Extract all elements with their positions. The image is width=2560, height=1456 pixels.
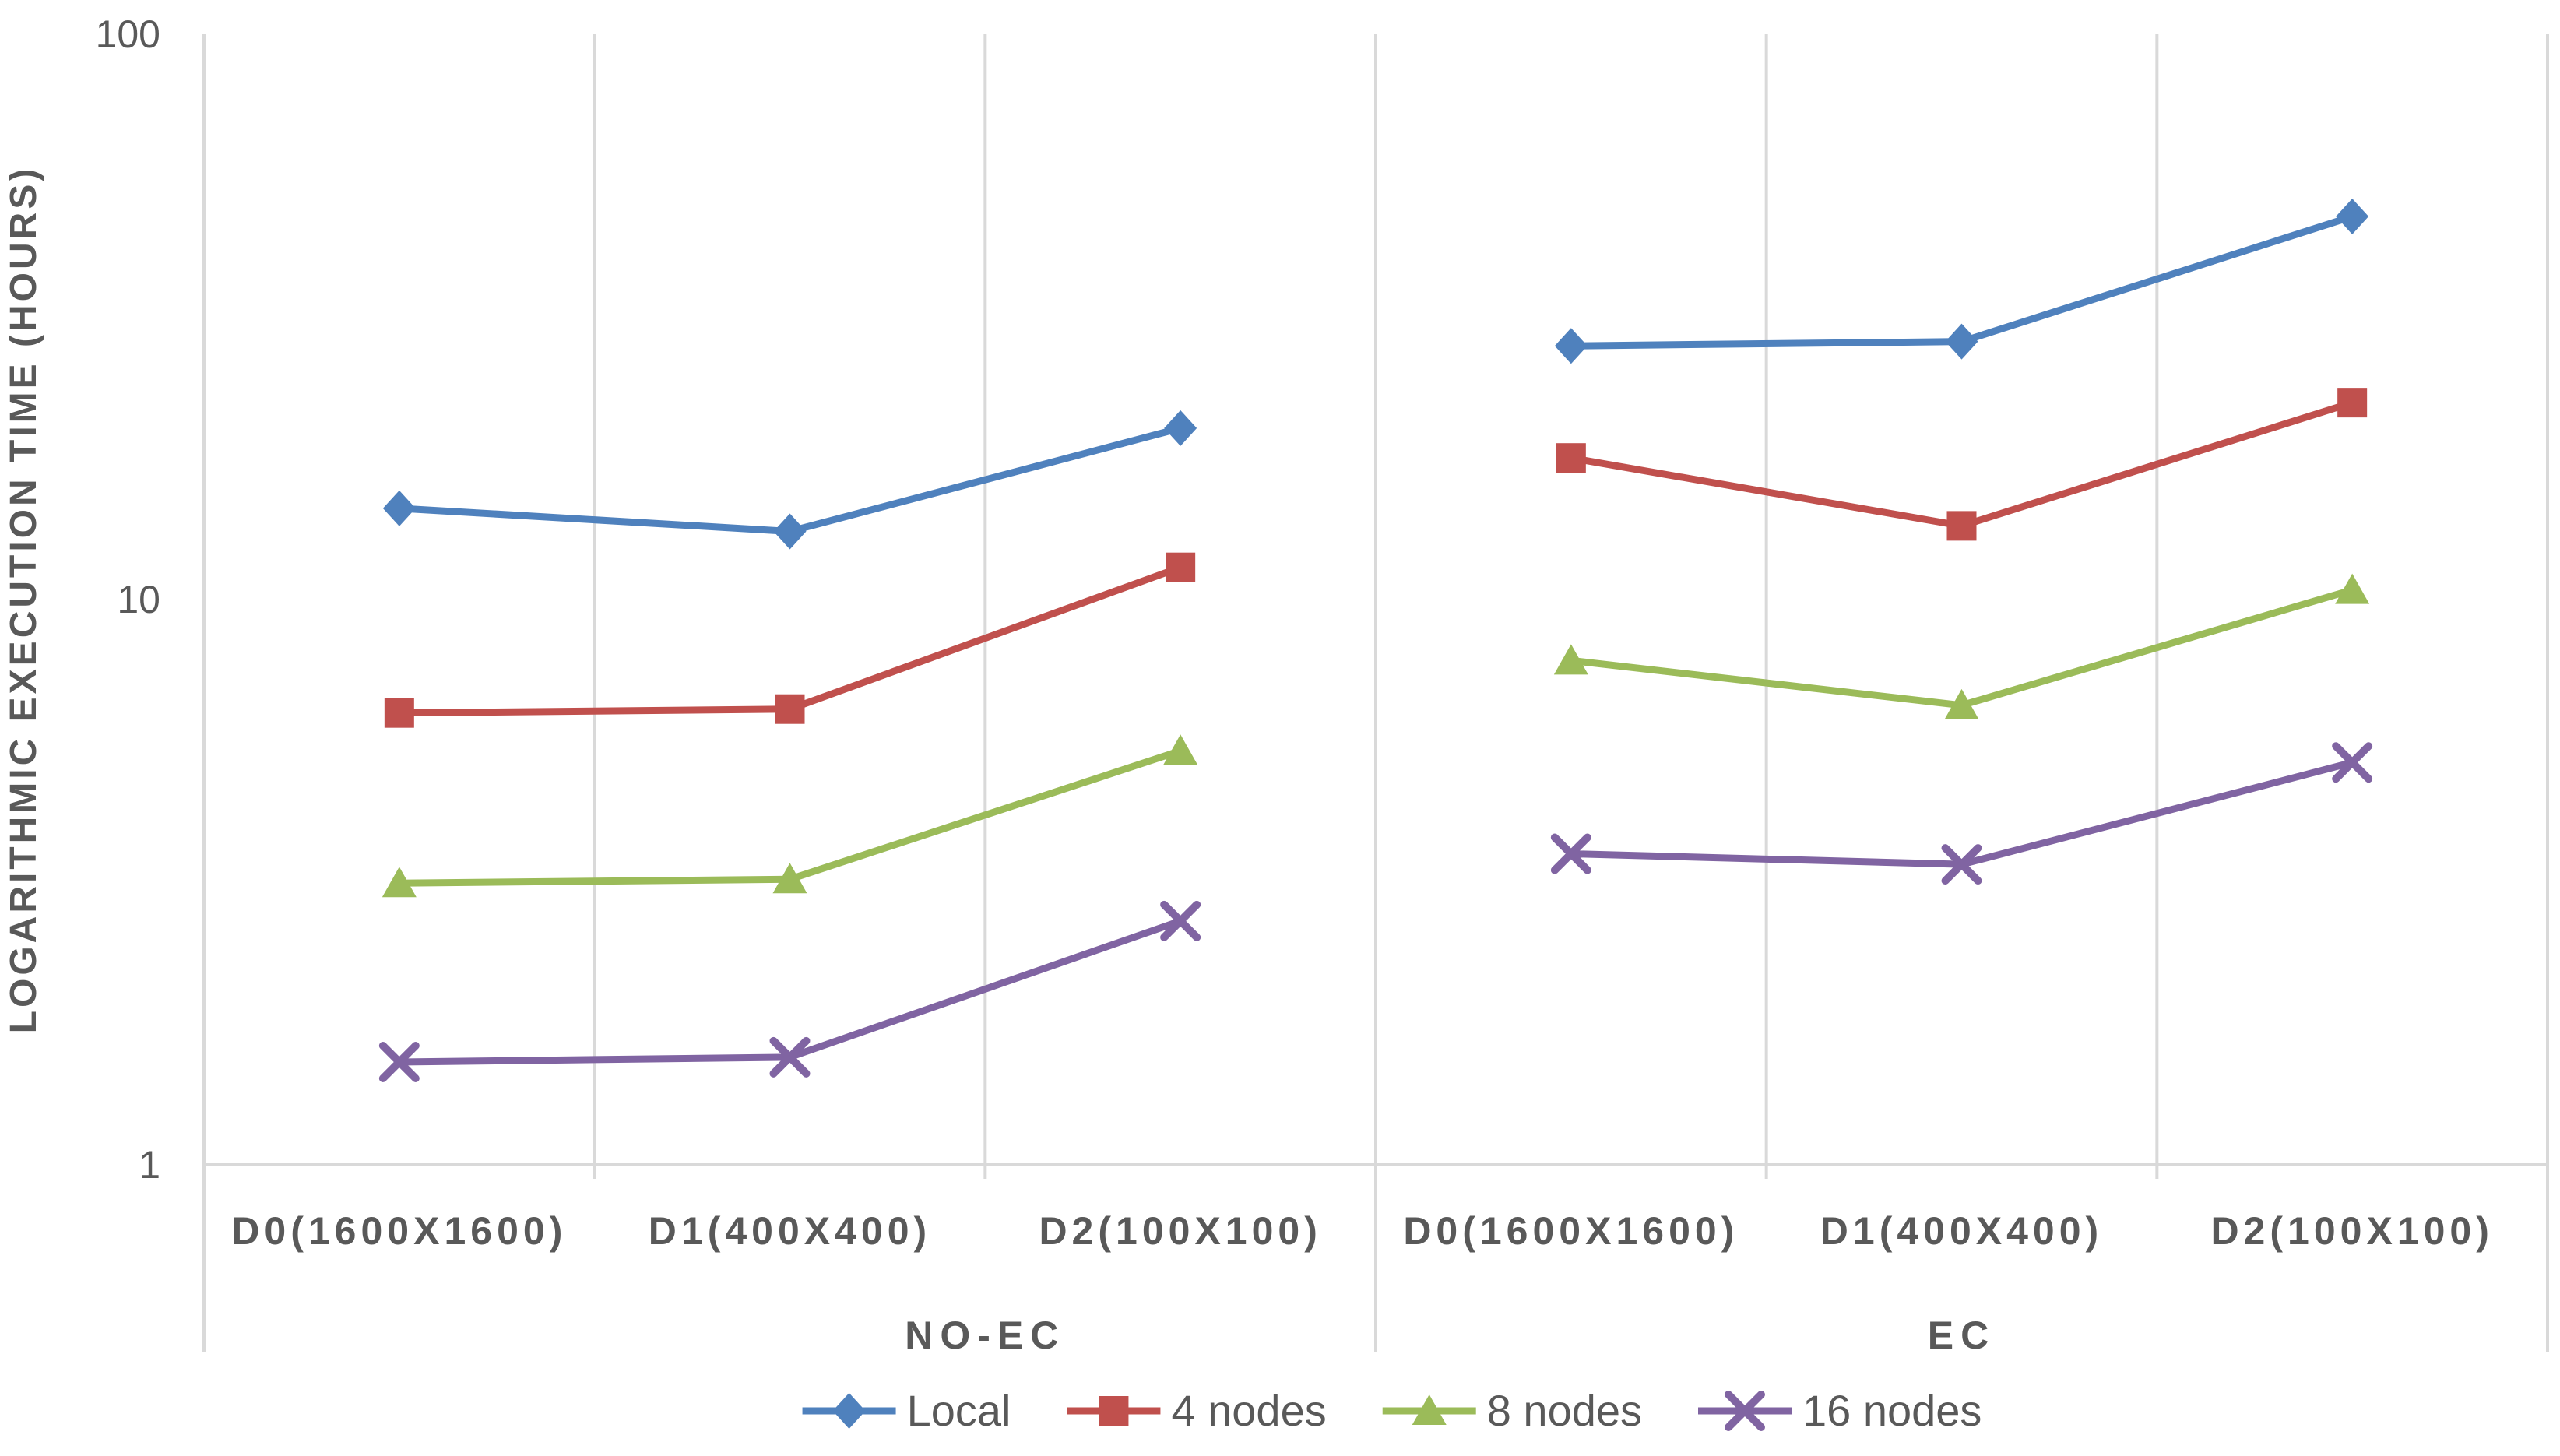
marker-4-nodes-point <box>1166 552 1196 582</box>
legend-item-4-nodes: 4 nodes <box>1067 1386 1327 1435</box>
y-axis-tick-labels: 100 10 1 <box>96 12 160 1187</box>
legend-key-marker-x <box>1725 1391 1766 1431</box>
category-group-labels: NO-EC EC <box>905 1314 1996 1357</box>
gridlines <box>202 34 2549 1352</box>
marker-local-point <box>382 490 416 526</box>
marker-4-nodes-point <box>384 698 414 728</box>
series-line-16-nodes-ec <box>1567 758 2356 868</box>
group-label-ec: EC <box>1928 1314 1996 1357</box>
marker-8-nodes-point <box>2335 573 2370 604</box>
legend-item-local: Local <box>802 1386 1011 1435</box>
legend-label: 8 nodes <box>1487 1386 1642 1435</box>
marker-16-nodes-point <box>2332 742 2373 783</box>
marker-4-nodes-point <box>1556 443 1586 473</box>
marker-16-nodes-point <box>1941 844 1982 885</box>
group-label-no-ec: NO-EC <box>905 1314 1065 1357</box>
y-axis-title: LOGARITHMIC EXECUTION TIME (HOURS) <box>3 166 44 1034</box>
marker-16-nodes-point <box>769 1036 811 1078</box>
marker-local-point <box>773 513 807 550</box>
category-label: D1(400X400) <box>649 1209 931 1253</box>
marker-8-nodes-point <box>1553 644 1588 675</box>
legend-key-marker-diamond <box>832 1393 866 1429</box>
category-label: D2(100X100) <box>1039 1209 1321 1253</box>
legend-key-marker-square <box>1099 1396 1129 1426</box>
series-line-8-nodes-ec <box>1567 586 2356 709</box>
category-label: D0(1600X1600) <box>231 1209 567 1253</box>
marker-16-nodes-point <box>1550 833 1591 874</box>
marker-8-nodes-point <box>382 867 417 898</box>
category-axis-labels: D0(1600X1600) D1(400X400) D2(100X100) D0(16… <box>231 1209 2493 1253</box>
marker-16-nodes-point <box>378 1041 420 1082</box>
marker-4-nodes-point <box>775 694 805 724</box>
marker-16-nodes-point <box>1160 900 1201 941</box>
marker-local-point <box>1554 328 1588 364</box>
legend-label: Local <box>907 1386 1011 1435</box>
y-tick-label-10: 10 <box>117 578 160 621</box>
series-line-16-nodes-no-ec <box>396 917 1184 1066</box>
series-line-4-nodes-ec <box>1567 399 2356 529</box>
legend-key-marker-triangle <box>1412 1394 1447 1425</box>
data-series <box>378 199 2373 1082</box>
marker-8-nodes-point <box>1163 734 1198 765</box>
y-tick-label-100: 100 <box>96 12 160 56</box>
category-label: D0(1600X1600) <box>1403 1209 1739 1253</box>
marker-8-nodes-point <box>1944 688 1979 719</box>
marker-local-point <box>2336 199 2369 235</box>
marker-4-nodes-point <box>1946 511 1977 541</box>
series-line-4-nodes-no-ec <box>396 564 1184 717</box>
y-tick-label-1: 1 <box>139 1143 160 1187</box>
legend: Local 4 nodes 8 nodes 16 nodes <box>802 1386 1982 1435</box>
category-label: D2(100X100) <box>2210 1209 2493 1253</box>
legend-label: 16 nodes <box>1802 1386 1982 1435</box>
marker-local-point <box>1945 323 1978 360</box>
legend-item-16-nodes: 16 nodes <box>1698 1386 1982 1435</box>
category-label: D1(400X400) <box>1820 1209 2103 1253</box>
legend-label: 4 nodes <box>1171 1386 1326 1435</box>
legend-item-8-nodes: 8 nodes <box>1382 1386 1642 1435</box>
marker-8-nodes-point <box>772 863 807 894</box>
marker-4-nodes-point <box>2337 388 2368 418</box>
marker-local-point <box>1164 410 1197 446</box>
